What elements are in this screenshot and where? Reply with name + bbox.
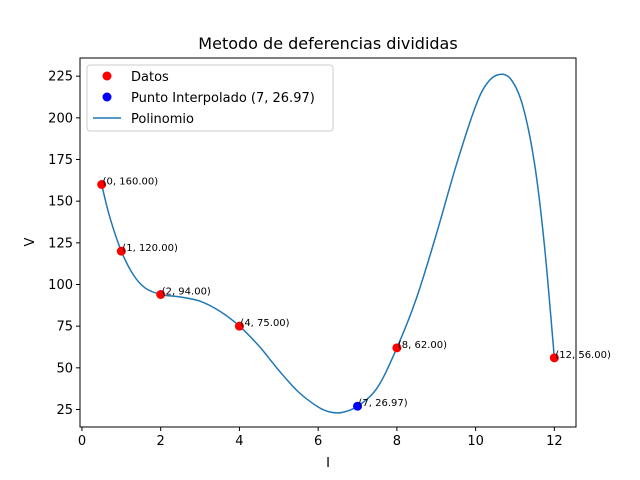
y-tick-label: 25: [56, 403, 73, 418]
x-tick-label: 12: [546, 434, 563, 449]
points-layer: (0, 160.00) (1, 120.00) (2, 94.00) (4, 75.0…: [97, 177, 611, 411]
point-label: (0, 160.00): [103, 177, 159, 188]
y-tick-label: 150: [48, 195, 73, 210]
interpolated-point: [353, 401, 363, 411]
data-point: [549, 353, 559, 363]
y-tick-label: 50: [56, 361, 73, 376]
x-tick-label: 2: [157, 434, 165, 449]
chart-title: Metodo de deferencias divididas: [198, 34, 457, 53]
data-point: [116, 246, 126, 256]
legend-marker-datos: [102, 71, 112, 81]
x-tick-label: 4: [235, 434, 243, 449]
y-tick-label: 125: [48, 236, 73, 251]
legend-label-polinomio: Polinomio: [131, 112, 194, 127]
y-tick-label: 100: [48, 278, 73, 293]
legend-marker-interpolado: [102, 92, 112, 102]
point-label: (12, 56.00): [555, 350, 611, 361]
y-axis-label: V: [23, 237, 38, 246]
plot-area: 0 2 4 6 8 10 12 25 50 75 100 125 150 175 200 225 (0, 1…: [48, 57, 611, 449]
x-tick-label: 8: [393, 434, 401, 449]
legend-label-interpolado: Punto Interpolado (7, 26.97): [131, 91, 315, 106]
y-tick-label: 225: [48, 70, 73, 85]
point-label: (2, 94.00): [162, 287, 211, 298]
point-label: (8, 62.00): [398, 340, 447, 351]
x-tick-label: 10: [467, 434, 484, 449]
point-label: (4, 75.00): [240, 318, 289, 329]
x-axis: 0 2 4 6 8 10 12: [78, 427, 563, 449]
point-label: (7, 26.97): [359, 398, 408, 409]
x-tick-label: 0: [78, 434, 86, 449]
legend: Datos Punto Interpolado (7, 26.97) Polin…: [86, 64, 334, 132]
x-tick-label: 6: [314, 434, 322, 449]
y-tick-label: 175: [48, 153, 73, 168]
legend-label-datos: Datos: [131, 70, 169, 85]
data-point: [392, 343, 402, 353]
y-tick-label: 75: [56, 320, 73, 335]
legend-box: [86, 64, 334, 132]
data-point: [156, 290, 166, 299]
point-label: (1, 120.00): [122, 243, 178, 254]
data-point: [234, 321, 244, 331]
y-axis: 25 50 75 100 125 150 175 200 225: [48, 70, 80, 418]
data-point: [97, 180, 107, 189]
y-tick-label: 200: [48, 111, 73, 126]
x-axis-label: I: [326, 456, 330, 471]
